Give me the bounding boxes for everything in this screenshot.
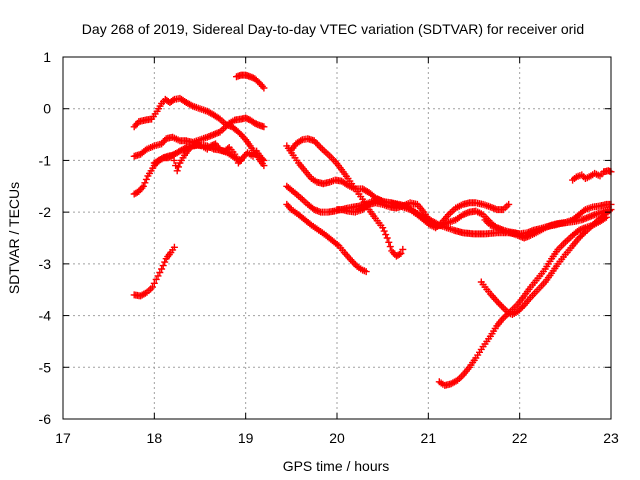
plus-markers: [569, 167, 615, 184]
series-s14: [481, 200, 615, 242]
y-tick-label: -1: [39, 152, 52, 168]
series-s13: [435, 213, 610, 389]
data-series: [130, 71, 615, 389]
plus-markers: [130, 243, 178, 300]
series-s7: [283, 142, 513, 232]
series-s10: [283, 200, 370, 276]
x-tick-label: 20: [329, 430, 345, 446]
series-s1: [130, 94, 268, 170]
series-s15: [569, 167, 615, 184]
plus-markers: [283, 200, 370, 276]
y-axis-title: SDTVAR / TECUs: [6, 182, 22, 294]
x-axis-title: GPS time / hours: [283, 458, 390, 474]
plus-markers: [130, 114, 268, 160]
x-tick-label: 21: [421, 430, 437, 446]
tick-labels: 17 18 19 20 21 22 23 -6 -5 -4 -3 -2 -1 0 1: [39, 49, 619, 446]
plus-markers: [233, 71, 268, 92]
x-tick-label: 18: [147, 430, 163, 446]
axis-ticks: [62, 56, 612, 420]
y-tick-label: -6: [39, 411, 52, 427]
y-tick-label: -2: [39, 204, 52, 220]
plus-markers: [435, 213, 610, 389]
plus-markers: [481, 200, 615, 242]
y-tick-label: -5: [39, 359, 52, 375]
plus-markers: [287, 135, 407, 260]
x-tick-label: 22: [512, 430, 528, 446]
y-tick-label: -4: [39, 308, 52, 324]
series-s2: [130, 114, 268, 160]
x-tick-label: 17: [55, 430, 71, 446]
y-tick-label: -3: [39, 256, 52, 272]
series-s5: [233, 71, 268, 92]
plus-markers: [283, 142, 513, 232]
x-tick-label: 19: [238, 430, 254, 446]
series-s6: [130, 243, 178, 300]
series-s8: [287, 135, 407, 260]
x-tick-label: 23: [603, 430, 619, 446]
plus-markers: [130, 94, 268, 170]
plus-markers: [150, 141, 245, 167]
y-tick-label: 0: [43, 101, 51, 117]
y-tick-label: 1: [43, 49, 51, 65]
chart-title: Day 268 of 2019, Sidereal Day-to-day VTE…: [82, 21, 584, 37]
series-s4: [150, 141, 245, 167]
